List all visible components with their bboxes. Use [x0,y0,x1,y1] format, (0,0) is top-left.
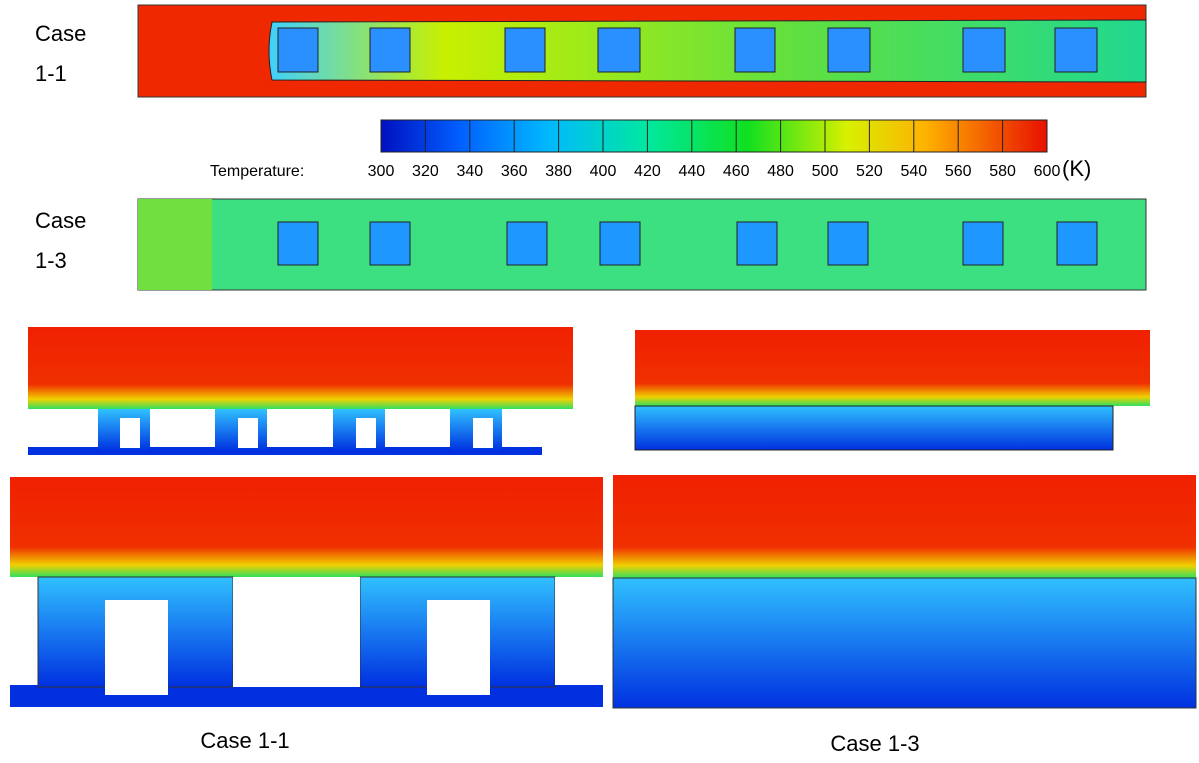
colorbar-tick-label: 440 [678,163,705,180]
colorbar-tick-label: 380 [545,163,572,180]
colorbar-tick-label: 480 [767,163,794,180]
colorbar-tick-label: 400 [590,163,617,180]
case-label: 1-3 [35,248,67,273]
case-label: 1-1 [35,61,67,86]
contour-small-right [634,330,1150,451]
colorbar-tick-label: 500 [812,163,839,180]
colorbar-tick-label: 460 [723,163,750,180]
colorbar-tick-label: 360 [501,163,528,180]
colorbar-tick-label: 580 [989,163,1016,180]
colorbar-tick-label: 300 [368,163,395,180]
contour-large-left [10,477,603,707]
colorbar-tick-label: 420 [634,163,661,180]
contour-small-left [28,327,573,455]
colorbar-tick-label: 540 [900,163,927,180]
colorbar-tick-label: 320 [412,163,439,180]
colorbar [380,119,1048,153]
case-label: Case [35,21,86,46]
colorbar-tick-label: 340 [456,163,483,180]
caption: Case 1-1 [200,728,289,753]
caption: Case 1-3 [830,731,919,756]
colorbar-label: Temperature: [210,163,304,180]
colorbar-tick-label: 600 [1034,163,1061,180]
colorbar-tick-label: 520 [856,163,883,180]
colorbar-unit: (K) [1062,156,1091,181]
contour-large-right [612,475,1197,709]
contour-middle [137,198,1147,291]
colorbar-tick-label: 560 [945,163,972,180]
contour-top [137,4,1147,98]
case-label: Case [35,208,86,233]
